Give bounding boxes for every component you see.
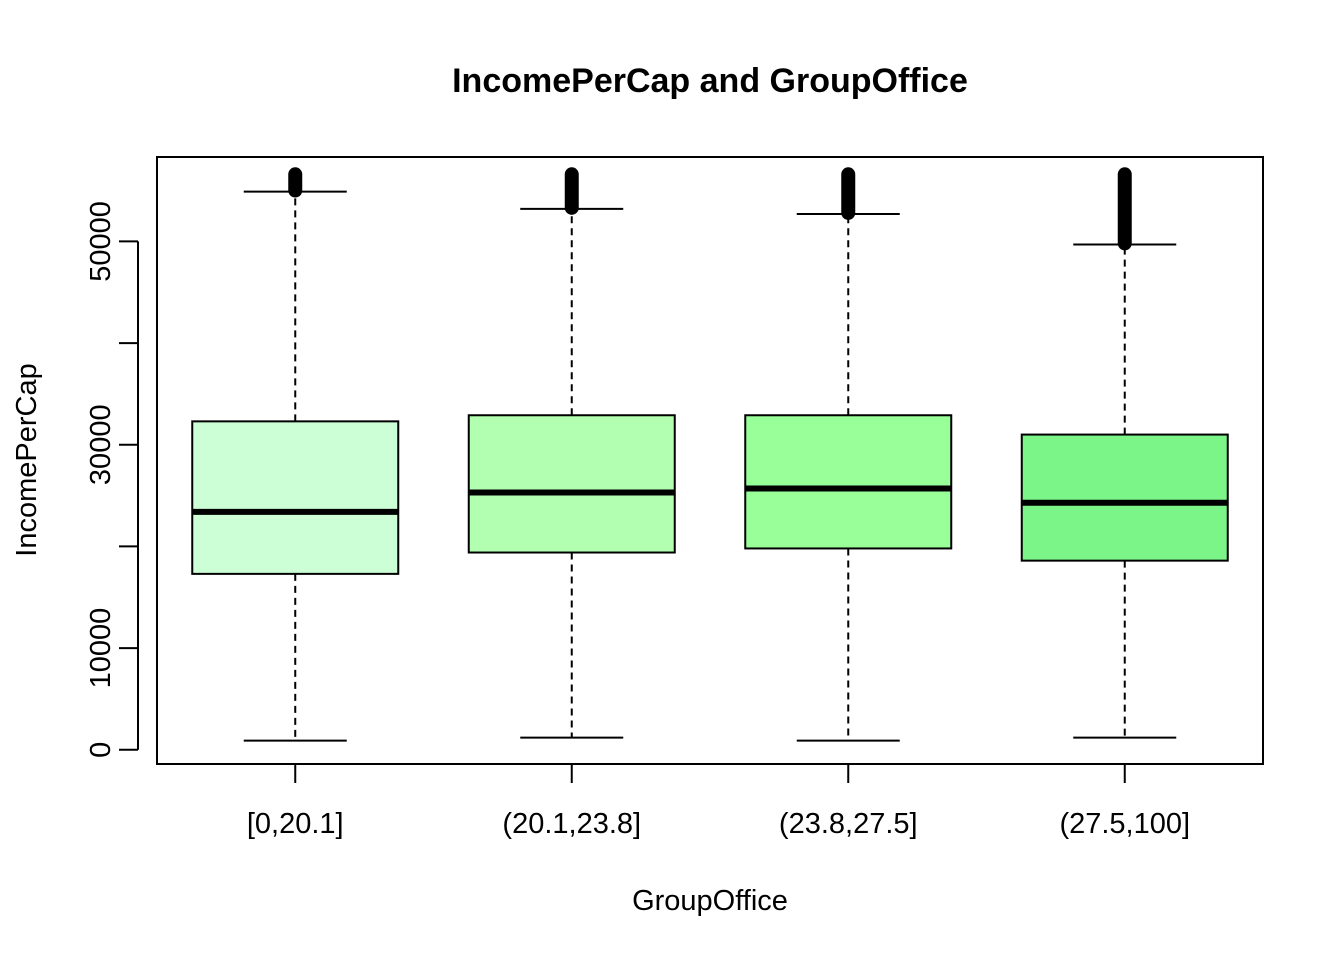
y-tick-label: 0 [85,742,117,758]
y-tick-label: 30000 [85,404,117,485]
x-tick-label: [0,20.1] [247,808,344,840]
iqr-box [744,414,953,550]
y-tick-label: 10000 [85,608,117,689]
box-group [191,167,400,742]
x-tick-label: (27.5,100] [1059,808,1190,840]
iqr-box [467,414,676,554]
plot-frame [156,156,1264,765]
x-tick-label: (20.1,23.8] [502,808,641,840]
x-tick-label: (23.8,27.5] [779,808,918,840]
box-group [467,167,676,739]
y-axis-label: IncomePerCap [11,363,43,556]
y-axis: 0 10000 30000 50000 [85,201,139,758]
iqr-box [1020,433,1229,562]
y-tick-label: 50000 [85,201,117,282]
x-axis-label: GroupOffice [632,885,788,917]
chart-title: IncomePerCap and GroupOffice [452,62,968,100]
box-group [1020,167,1229,739]
chart-marks [191,167,1229,742]
iqr-box [191,420,400,575]
x-axis: [0,20.1] (20.1,23.8] (23.8,27.5] (27.5,100] [247,764,1190,840]
box-group [744,167,953,742]
